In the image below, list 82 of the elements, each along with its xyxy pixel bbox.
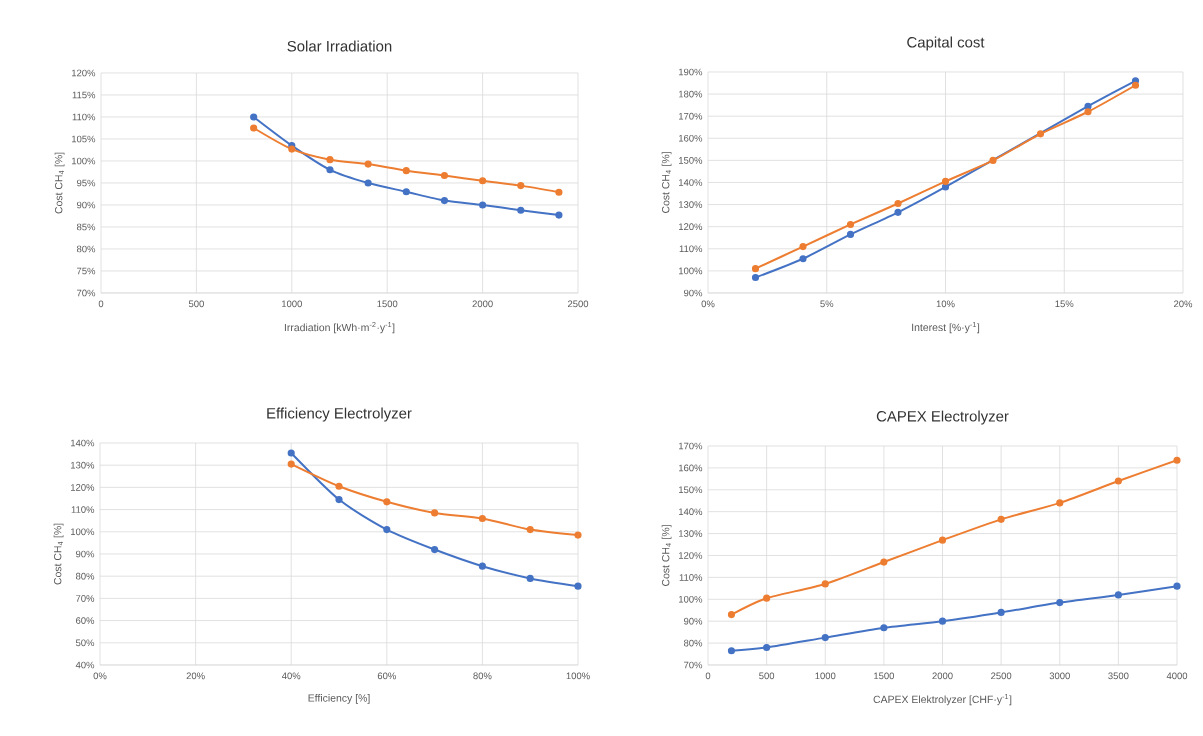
- y-tick-label: 120%: [679, 223, 703, 231]
- y-tick-label: 80%: [76, 245, 96, 253]
- y-tick-label: 190%: [679, 68, 703, 76]
- y-tick-label: 170%: [679, 442, 703, 450]
- y-tick-label: 80%: [683, 639, 703, 647]
- y-tick-label: 160%: [679, 134, 703, 142]
- y-tick-label: 110%: [72, 113, 96, 121]
- y-tick-label: 70%: [684, 661, 703, 669]
- y-tick-label: 80%: [75, 572, 95, 580]
- x-tick-label: 1000: [815, 672, 836, 680]
- y-axis-title: Cost CH$_{4}$ [%]: [54, 152, 65, 214]
- y-tick-label: 180%: [679, 90, 703, 98]
- y-tick-label: 100%: [71, 528, 95, 536]
- x-tick-label: 2000: [932, 672, 953, 680]
- x-tick-label: 2500: [567, 300, 589, 308]
- y-tick-label: 120%: [72, 69, 96, 77]
- x-tick-label: 500: [188, 300, 204, 308]
- y-tick-label: 140%: [679, 179, 703, 186]
- y-tick-label: 160%: [679, 464, 703, 472]
- x-tick-label: 1000: [282, 300, 302, 308]
- y-tick-label: 170%: [679, 112, 703, 120]
- y-tick-label: 150%: [679, 486, 703, 494]
- y-tick-label: 100%: [72, 157, 96, 165]
- y-axis-title: Cost CH$_{4}$ [%]: [661, 525, 672, 587]
- x-tick-label: 20%: [1174, 300, 1193, 308]
- x-tick-label: 1500: [874, 672, 895, 680]
- x-tick-label: 3000: [1049, 672, 1070, 680]
- x-axis-title: Interest [%·y$^{-1}$]: [912, 321, 980, 334]
- y-tick-label: 105%: [72, 135, 96, 143]
- y-tick-label: 90%: [75, 550, 95, 558]
- x-axis-title: Irradiation [kWh·m$^{-2}$·y$^{-1}$]: [284, 322, 395, 334]
- y-tick-label: 110%: [679, 245, 703, 253]
- y-tick-label: 150%: [679, 157, 703, 164]
- y-tick-label: 110%: [679, 574, 703, 581]
- y-tick-label: 70%: [76, 595, 95, 602]
- y-tick-label: 130%: [679, 201, 703, 208]
- x-tick-label: 0%: [701, 300, 715, 308]
- x-tick-label: 2500: [991, 672, 1012, 680]
- y-tick-label: 90%: [76, 201, 96, 209]
- x-tick-label: 3500: [1108, 672, 1129, 680]
- y-tick-label: 120%: [71, 484, 95, 491]
- y-tick-label: 100%: [679, 267, 703, 275]
- x-tick-label: 0%: [93, 672, 107, 680]
- x-tick-label: 2000: [472, 300, 493, 308]
- x-tick-label: 40%: [281, 672, 301, 680]
- chart-title: CAPEX Electrolyzer: [876, 410, 1009, 425]
- y-tick-label: 100%: [679, 595, 703, 603]
- x-tick-label: 0: [98, 300, 104, 308]
- chart-title: Efficiency Electrolyzer: [267, 407, 412, 422]
- y-tick-label: 90%: [683, 617, 703, 625]
- y-axis-title: Cost CH$_{4}$ [%]: [661, 152, 672, 214]
- y-tick-label: 115%: [72, 91, 96, 99]
- y-tick-label: 40%: [75, 661, 95, 669]
- y-tick-label: 50%: [75, 639, 95, 647]
- x-tick-label: 80%: [473, 672, 492, 680]
- y-tick-label: 120%: [679, 552, 703, 559]
- y-tick-label: 70%: [77, 289, 96, 297]
- y-tick-label: 130%: [679, 530, 703, 537]
- y-tick-label: 85%: [76, 223, 96, 231]
- x-tick-label: 15%: [1055, 300, 1074, 308]
- x-tick-label: 60%: [377, 672, 396, 680]
- chart-title: Capital cost: [907, 36, 985, 51]
- y-tick-label: 140%: [71, 439, 95, 447]
- x-tick-label: 1500: [377, 300, 398, 308]
- x-tick-label: 10%: [936, 300, 955, 308]
- x-axis-title: CAPEX Elektrolyzer [CHF·y$^{-1}$]: [873, 693, 1012, 706]
- x-tick-label: 500: [759, 672, 775, 680]
- x-tick-label: 20%: [186, 672, 205, 680]
- x-tick-label: 0: [705, 672, 711, 680]
- y-axis-title: Cost CH$_{4}$ [%]: [53, 523, 64, 585]
- y-tick-label: 110%: [71, 506, 95, 513]
- x-tick-label: 4000: [1166, 672, 1188, 680]
- x-tick-label: 100%: [566, 672, 590, 680]
- chart-title: Solar Irradiation: [287, 40, 392, 52]
- y-tick-label: 90%: [683, 289, 703, 297]
- y-tick-label: 140%: [679, 508, 703, 516]
- y-tick-label: 75%: [77, 267, 96, 275]
- y-tick-label: 130%: [71, 461, 95, 469]
- y-tick-label: 60%: [76, 617, 95, 624]
- x-axis-title: Efficiency [%]: [308, 694, 370, 704]
- x-tick-label: 5%: [820, 300, 834, 308]
- y-tick-label: 95%: [76, 179, 96, 187]
